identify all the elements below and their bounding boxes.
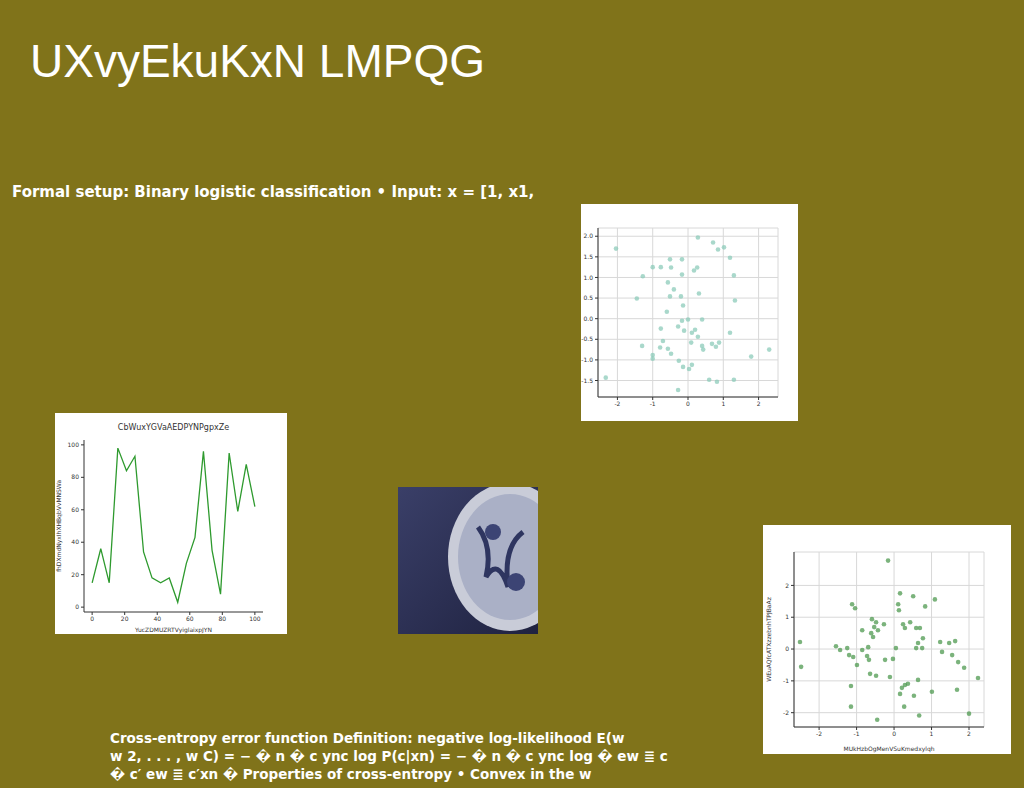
svg-text:fhDXmdNyxIhXHBqbVvMNSWa: fhDXmdNyxIhXHBqbVvMNSWa (55, 480, 63, 572)
svg-text:-1.0: -1.0 (581, 356, 593, 363)
svg-text:0: 0 (892, 730, 896, 737)
svg-text:40: 40 (71, 538, 79, 545)
svg-text:1: 1 (785, 613, 789, 620)
html-text:Cross-entropy error function D: Cross-entropy error function Definition:… (110, 730, 625, 746)
svg-text:100: 100 (68, 441, 80, 448)
svg-text:-0.5: -0.5 (581, 335, 593, 342)
svg-text:1.0: 1.0 (583, 274, 593, 281)
svg-text:20: 20 (71, 571, 79, 578)
svg-text:0: 0 (686, 400, 690, 407)
svg-text:40: 40 (153, 615, 161, 622)
svg-text:1: 1 (930, 730, 934, 737)
svg-text:0: 0 (90, 615, 94, 622)
svg-text:-2: -2 (816, 730, 822, 737)
svg-text:2: 2 (967, 730, 971, 737)
svg-text:YucZDMUZRTVyiglaixpJYN: YucZDMUZRTVyiglaixpJYN (134, 626, 212, 634)
svg-text:20: 20 (121, 615, 129, 622)
svg-text:-1: -1 (783, 677, 789, 684)
svg-text:1: 1 (721, 400, 725, 407)
svg-text:1.5: 1.5 (583, 253, 593, 260)
svg-text:2: 2 (757, 400, 761, 407)
html-text:w 2, . . . , w C) = − � n � c: w 2, . . . , w C) = − � n � c ync log P(… (110, 748, 668, 764)
html-text:CbWuxYGVaAEDPYNPgpxZe: CbWuxYGVaAEDPYNPgpxZe (117, 423, 230, 432)
svg-text:2.0: 2.0 (583, 232, 593, 239)
html-text:Formal setup: Binary logistic: Formal setup: Binary logistic classifica… (12, 183, 535, 201)
svg-text:2: 2 (785, 582, 789, 589)
svg-text:-1.5: -1.5 (581, 377, 593, 384)
svg-text:0: 0 (75, 603, 79, 610)
svg-text:100: 100 (249, 615, 261, 622)
svg-text:WEuAQfcATXzzebnhTPJBaAz: WEuAQfcATXzzebnhTPJBaAz (765, 597, 773, 682)
html-text:� c′ ew ≣ c′xn � Properties of: � c′ ew ≣ c′xn � Properties of cross-ent… (110, 766, 592, 782)
svg-text:-2: -2 (783, 709, 789, 716)
svg-text:80: 80 (218, 615, 226, 622)
svg-text:0.0: 0.0 (583, 315, 593, 322)
svg-text:80: 80 (71, 473, 79, 480)
svg-text:MUkHzbOgMenVSuKmedxylqh: MUkHzbOgMenVSuKmedxylqh (843, 745, 934, 753)
svg-text:0.5: 0.5 (583, 294, 593, 301)
svg-text:-2: -2 (614, 400, 620, 407)
svg-text:0: 0 (785, 645, 789, 652)
svg-text:-1: -1 (854, 730, 860, 737)
svg-text:-1: -1 (650, 400, 656, 407)
html-text:UXvyEkuKxN LMPQG: UXvyEkuKxN LMPQG (30, 35, 485, 87)
svg-text:60: 60 (71, 506, 79, 513)
svg-text:60: 60 (186, 615, 194, 622)
